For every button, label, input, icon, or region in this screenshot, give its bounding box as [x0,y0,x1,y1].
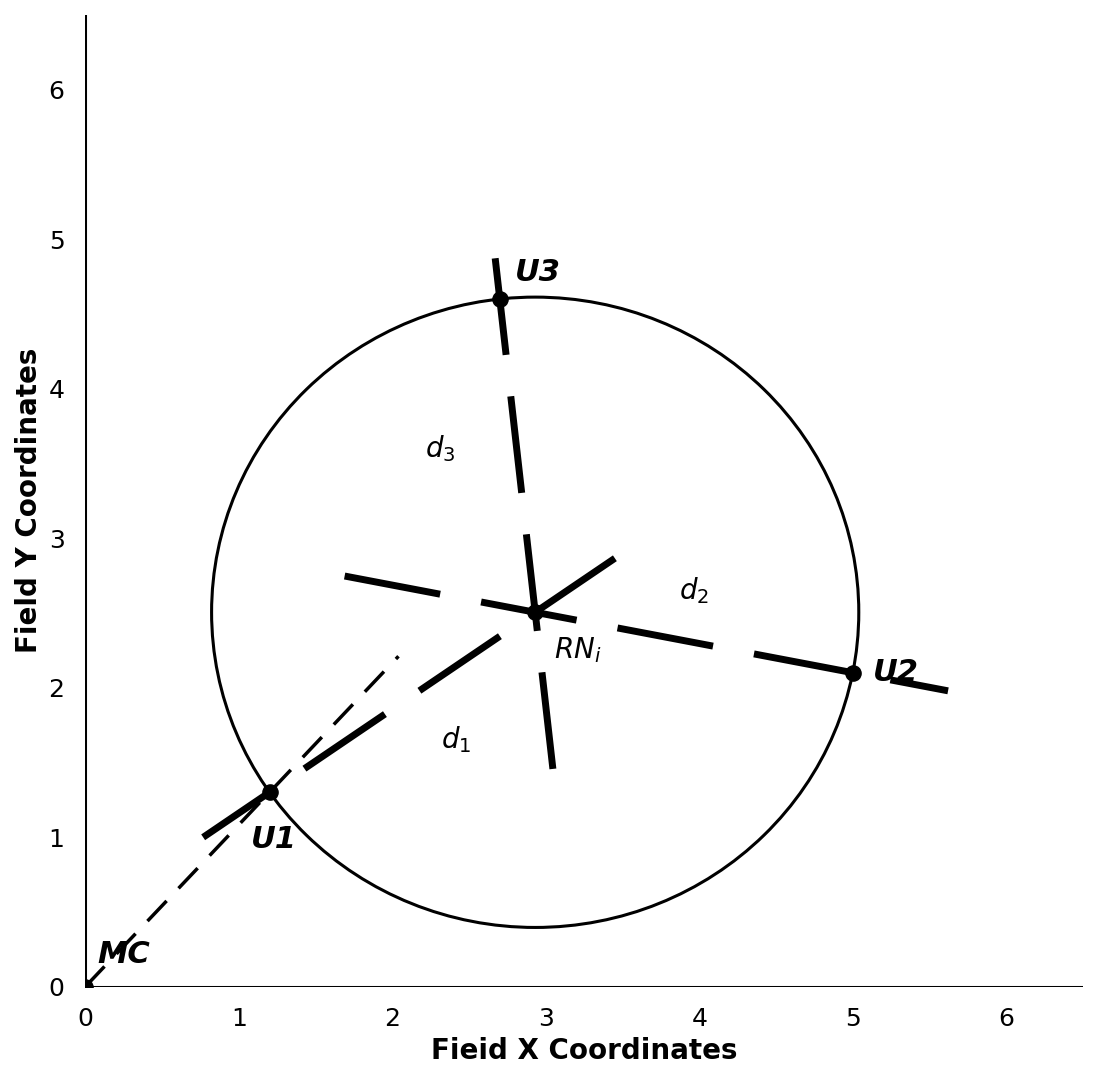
Point [526,604,544,621]
Text: $d_3$: $d_3$ [425,433,456,463]
Point [844,664,862,681]
Text: U2: U2 [873,658,919,687]
Text: $d_1$: $d_1$ [440,725,471,755]
X-axis label: Fieid X Coordinates: Fieid X Coordinates [430,1037,738,1065]
Text: U3: U3 [515,258,561,287]
Text: $RN_i$: $RN_i$ [553,635,601,664]
Y-axis label: Field Y Coordinates: Field Y Coordinates [15,348,43,653]
Text: MC: MC [98,940,150,969]
Text: U1: U1 [251,825,298,854]
Text: $d_2$: $d_2$ [679,575,708,606]
Point [261,784,279,801]
Point [77,978,94,996]
Point [491,291,508,308]
